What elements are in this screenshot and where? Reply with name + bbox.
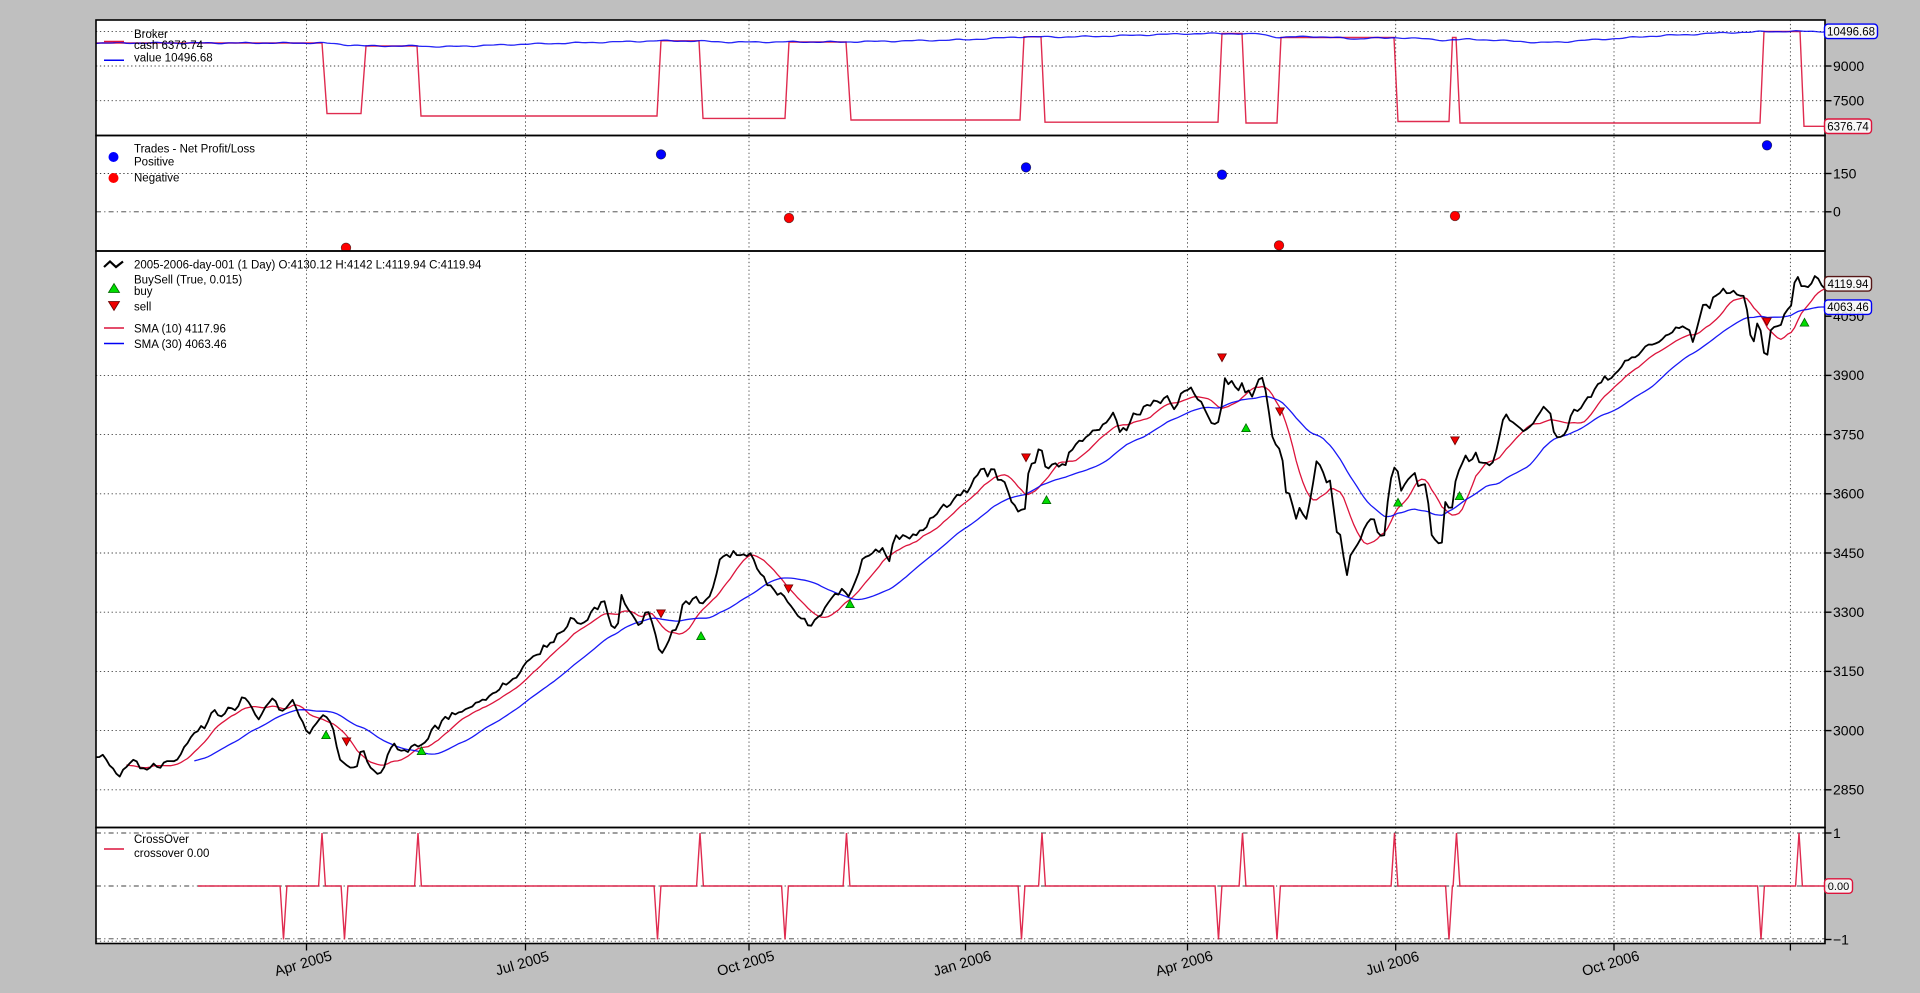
svg-text:0: 0 <box>1833 204 1841 220</box>
svg-text:10496.68: 10496.68 <box>1827 26 1875 38</box>
svg-text:3450: 3450 <box>1833 545 1864 561</box>
svg-text:3600: 3600 <box>1833 486 1864 502</box>
svg-text:3150: 3150 <box>1833 663 1864 679</box>
svg-text:0.00: 0.00 <box>1828 881 1849 893</box>
svg-text:Negative: Negative <box>134 173 179 185</box>
svg-text:Broker: Broker <box>134 29 168 41</box>
svg-text:sell: sell <box>134 302 151 314</box>
svg-text:SMA (30) 4063.46: SMA (30) 4063.46 <box>134 339 227 351</box>
svg-text:3750: 3750 <box>1833 426 1864 442</box>
svg-text:crossover 0.00: crossover 0.00 <box>134 848 209 860</box>
svg-text:BuySell (True, 0.015): BuySell (True, 0.015) <box>134 275 242 287</box>
svg-text:buy: buy <box>134 286 153 298</box>
svg-text:3000: 3000 <box>1833 722 1864 738</box>
svg-text:9000: 9000 <box>1833 58 1864 74</box>
svg-text:value 10496.68: value 10496.68 <box>134 52 213 64</box>
svg-text:4119.94: 4119.94 <box>1828 279 1869 291</box>
svg-text:7500: 7500 <box>1833 93 1864 109</box>
svg-text:2005-2006-day-001 (1 Day) O:41: 2005-2006-day-001 (1 Day) O:4130.12 H:41… <box>134 260 482 272</box>
svg-text:Positive: Positive <box>134 156 174 168</box>
svg-text:SMA (10) 4117.96: SMA (10) 4117.96 <box>134 323 226 335</box>
svg-text:150: 150 <box>1833 165 1857 181</box>
svg-text:−1: −1 <box>1833 931 1849 947</box>
svg-text:3300: 3300 <box>1833 604 1864 620</box>
svg-text:2850: 2850 <box>1833 782 1864 798</box>
svg-text:CrossOver: CrossOver <box>134 834 189 846</box>
svg-text:6376.74: 6376.74 <box>1827 121 1869 133</box>
svg-text:4063.46: 4063.46 <box>1827 302 1869 314</box>
svg-text:Trades - Net Profit/Loss: Trades - Net Profit/Loss <box>134 144 255 156</box>
svg-text:3900: 3900 <box>1833 367 1864 383</box>
svg-text:cash 6376.74: cash 6376.74 <box>134 40 204 52</box>
svg-text:1: 1 <box>1833 825 1841 841</box>
